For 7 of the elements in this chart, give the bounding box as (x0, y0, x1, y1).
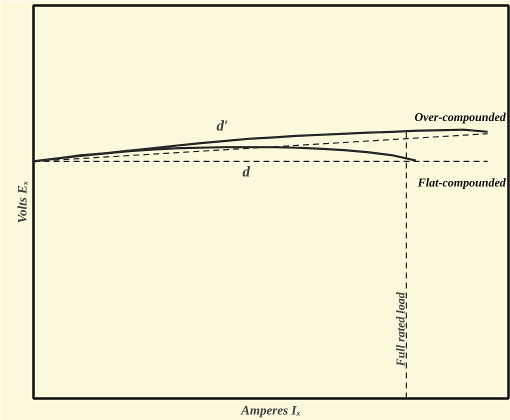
x-axis-title: Amperes Iₓ (240, 402, 301, 418)
series-label: Over-compounded (414, 110, 507, 124)
annotation: Full rated load (393, 291, 408, 368)
series-label: Flat-compounded (416, 176, 507, 190)
annotation: d′ (216, 118, 228, 134)
y-axis-title: Volts Eₓ (14, 180, 30, 224)
annotation: d (242, 164, 250, 181)
